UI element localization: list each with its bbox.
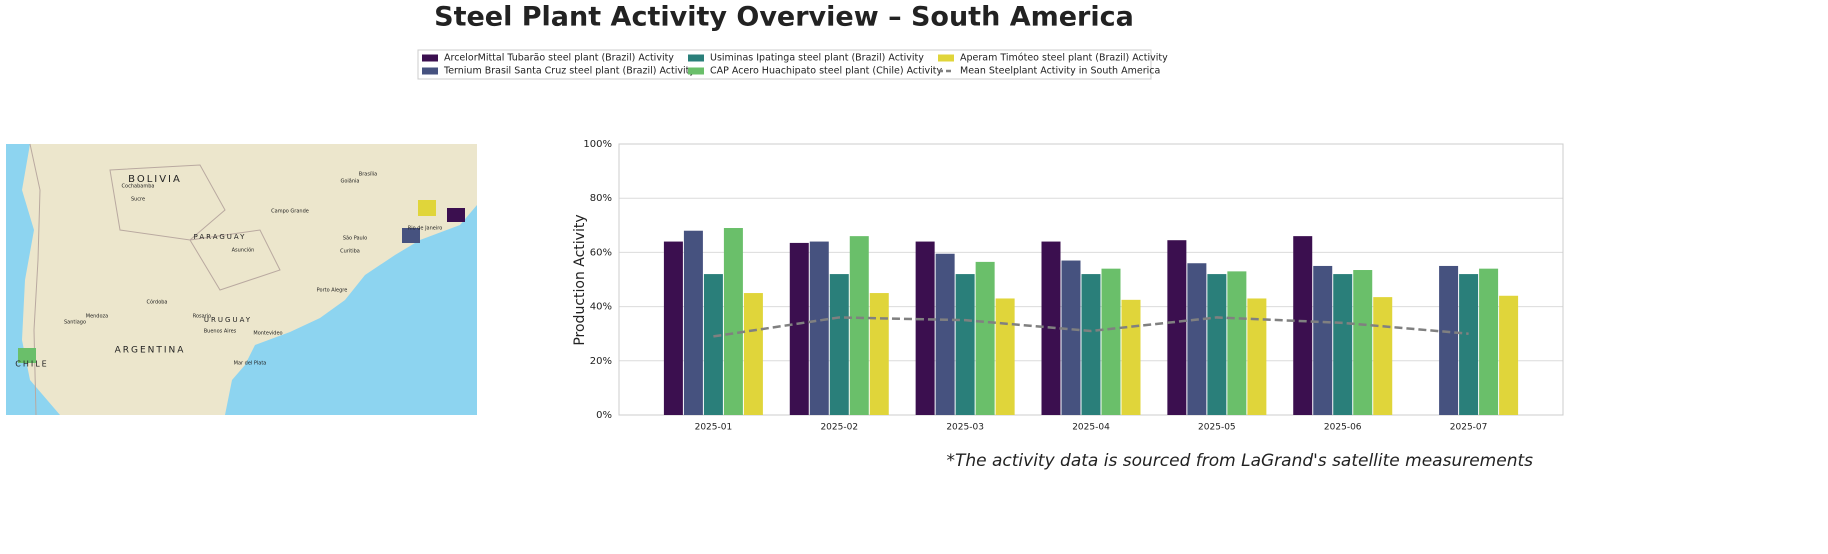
bar: [1373, 297, 1393, 415]
legend-swatch: [688, 54, 704, 62]
map-label: Santiago: [64, 320, 86, 326]
map-label: ARGENTINA: [115, 346, 186, 356]
map-label: Mendoza: [86, 314, 108, 320]
legend-swatch: [422, 54, 438, 62]
bar: [829, 274, 849, 415]
bar: [995, 298, 1015, 415]
bar: [975, 261, 995, 415]
map-label: Sucre: [131, 197, 145, 203]
bar: [955, 274, 975, 415]
legend-label: Ternium Brasil Santa Cruz steel plant (B…: [443, 66, 695, 77]
footnote: *The activity data is sourced from LaGra…: [946, 451, 1533, 471]
x-tick-label: 2025-01: [695, 423, 733, 433]
x-tick-label: 2025-05: [1198, 423, 1236, 433]
map-label: Goiânia: [340, 178, 359, 185]
plant-icon: [418, 200, 436, 216]
y-tick-label: 100%: [583, 139, 612, 150]
bar: [1479, 268, 1499, 415]
bar: [1187, 263, 1207, 415]
map-label: Curitiba: [340, 249, 360, 255]
x-tick-label: 2025-06: [1324, 423, 1362, 433]
bar: [1439, 265, 1459, 415]
y-tick-label: 20%: [590, 356, 612, 367]
title: Steel Plant Activity Overview – South Am…: [434, 2, 1134, 33]
bar: [849, 236, 869, 415]
bar: [743, 293, 763, 415]
plant-icon: [447, 208, 465, 222]
map-label: Cochabamba: [122, 184, 155, 190]
map-label: São Paulo: [343, 236, 367, 242]
y-axis-label: Production Activity: [572, 214, 588, 345]
map-label: Rosario: [193, 314, 211, 320]
plant-icon: [18, 348, 36, 363]
map-label: Porto Alegre: [317, 288, 348, 294]
legend-box: [417, 49, 1152, 80]
bar: [1313, 265, 1333, 415]
bar: [1061, 260, 1081, 415]
border: [109, 164, 281, 291]
map: [6, 143, 477, 416]
map-label: Rio de Janeiro: [408, 226, 443, 232]
plant-icon: [402, 228, 420, 243]
bar: [1207, 274, 1227, 415]
bar: [663, 241, 683, 415]
legend-swatch: [688, 67, 704, 75]
map-label: URUGUAY: [204, 316, 252, 324]
bar: [1227, 271, 1247, 415]
map-label: Brasília: [359, 171, 377, 178]
map-label: Asunción: [232, 247, 255, 254]
bar: [703, 274, 723, 415]
legend-label: ArcelorMittal Tubarão steel plant (Brazi…: [444, 53, 674, 64]
bar: [683, 230, 703, 415]
bar: [915, 241, 935, 415]
x-tick-label: 2025-04: [1072, 423, 1110, 433]
map-label: BOLIVIA: [128, 174, 182, 185]
bar: [1167, 240, 1187, 415]
land: [22, 144, 477, 415]
bar: [1121, 299, 1141, 415]
y-tick-label: 60%: [590, 247, 612, 258]
y-tick-label: 40%: [590, 302, 612, 313]
bar: [1459, 274, 1479, 415]
legend-label: Usiminas Ipatinga steel plant (Brazil) A…: [710, 53, 924, 64]
legend-label: Aperam Timóteo steel plant (Brazil) Acti…: [960, 53, 1168, 64]
map-label: Mar del Plata: [234, 361, 267, 367]
legend-label: Mean Steelplant Activity in South Americ…: [960, 66, 1160, 77]
bar: [1499, 295, 1519, 415]
legend-swatch: [938, 54, 954, 62]
bar: [809, 241, 829, 415]
bar: [1247, 298, 1267, 415]
x-tick-label: 2025-03: [946, 423, 984, 433]
legend-label: CAP Acero Huachipato steel plant (Chile)…: [710, 66, 942, 77]
y-tick-label: 80%: [590, 193, 612, 204]
map-label: Córdoba: [147, 299, 168, 306]
x-tick-label: 2025-02: [820, 423, 858, 433]
y-tick-label: 0%: [596, 410, 612, 421]
map-label: PARAGUAY: [194, 233, 247, 241]
map-label: Campo Grande: [271, 209, 309, 215]
bar: [1293, 236, 1313, 415]
x-tick-label: 2025-07: [1450, 423, 1488, 433]
bar: [1333, 274, 1353, 415]
bar: [789, 242, 809, 415]
bar: [935, 253, 955, 415]
mean-line: [713, 316, 1469, 338]
bar: [1101, 268, 1121, 415]
bar: [1081, 274, 1101, 415]
map-label: CHILE: [15, 360, 48, 369]
bar: [869, 293, 889, 415]
bar: [723, 228, 743, 415]
map-label: Buenos Aires: [204, 329, 237, 335]
map-label: Montevideo: [253, 331, 282, 337]
bar: [1353, 270, 1373, 415]
legend-swatch: [422, 67, 438, 75]
